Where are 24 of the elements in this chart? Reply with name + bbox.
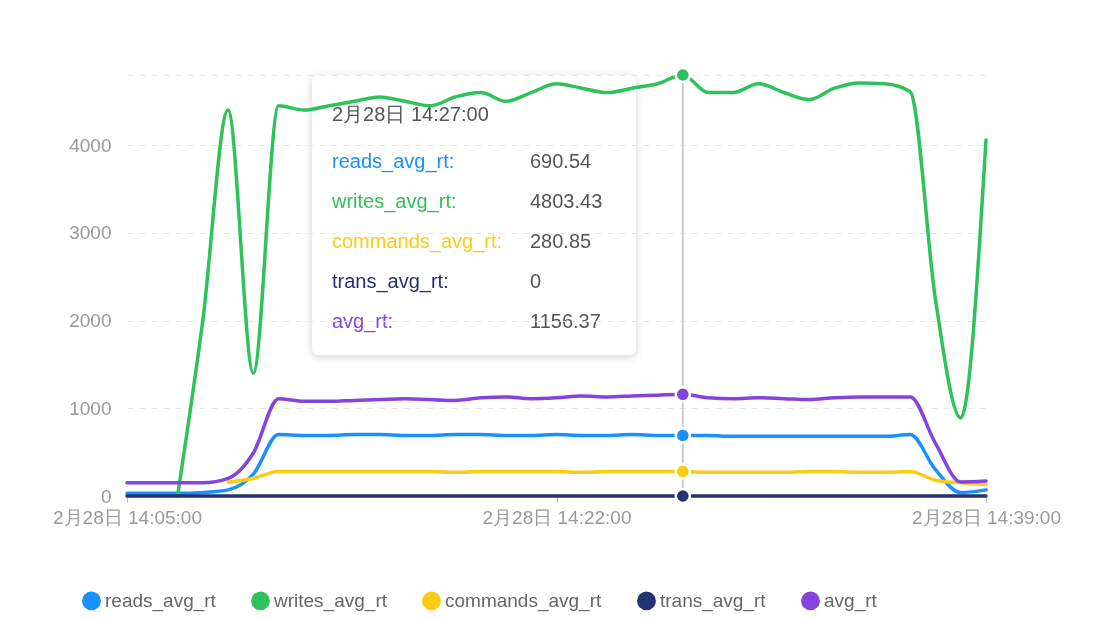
annotation: reads_avg_rt: (332, 150, 456, 175)
legend-label: avg_rt (824, 589, 878, 612)
legend-label: commands_avg_rt (445, 589, 603, 612)
annotation: 690.54 (530, 150, 592, 174)
legend-label: trans_avg_rt (660, 589, 767, 612)
annotation: commands_avg_rt: (332, 230, 504, 255)
annotation: trans_avg_rt: (332, 270, 450, 295)
legend-label: writes_avg_rt (273, 589, 388, 612)
x-tick-label: 2月28日 14:22:00 (482, 506, 632, 528)
y-tick-label: 2000 (69, 310, 112, 332)
annotation: 0 (530, 270, 542, 294)
annotation: 1156.37 (530, 310, 601, 334)
y-tick-label: 4000 (69, 134, 112, 156)
y-tick-label: 1000 (69, 397, 112, 419)
y-tick-label: 3000 (69, 222, 112, 244)
annotation: 2月28日 14:27:00 (332, 102, 490, 127)
annotation: avg_rt: (332, 310, 395, 335)
annotation: 280.85 (530, 230, 592, 254)
annotation: writes_avg_rt: (332, 190, 458, 215)
annotation: 4803.43 (530, 190, 603, 214)
x-tick-label: 2月28日 14:39:00 (912, 506, 1061, 528)
y-tick-label: 0 (100, 485, 112, 507)
legend-label: reads_avg_rt (105, 589, 217, 612)
x-tick-label: 2月28日 14:05:00 (53, 506, 202, 528)
